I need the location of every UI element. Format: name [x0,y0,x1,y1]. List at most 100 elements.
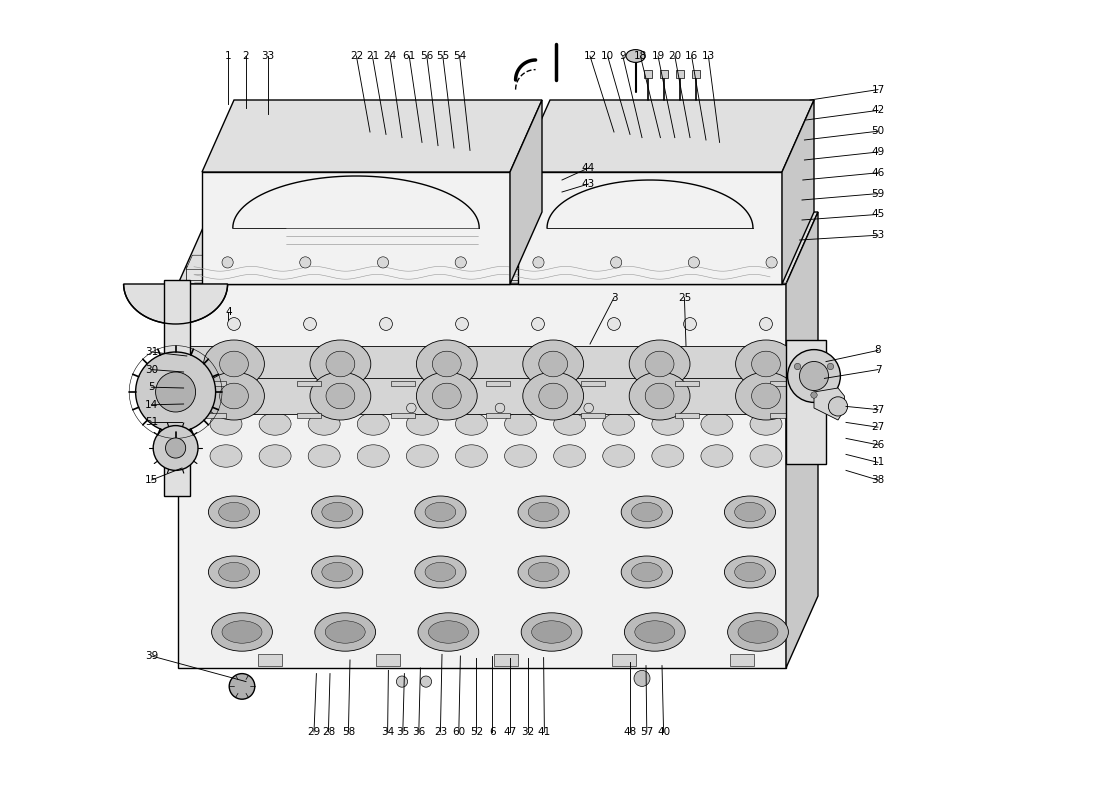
Circle shape [455,257,466,268]
Circle shape [407,403,416,413]
Text: 46: 46 [871,168,884,178]
Text: 7: 7 [874,365,881,374]
Polygon shape [186,255,784,270]
Circle shape [377,257,388,268]
Text: 23: 23 [433,727,447,737]
Ellipse shape [432,351,461,377]
Circle shape [229,674,255,699]
Text: 8: 8 [874,346,881,355]
Polygon shape [178,212,818,284]
Ellipse shape [635,621,674,643]
Circle shape [760,318,772,330]
Ellipse shape [315,613,375,651]
Text: 4: 4 [226,307,232,317]
Ellipse shape [310,340,371,388]
Ellipse shape [750,413,782,435]
Ellipse shape [625,613,685,651]
Ellipse shape [518,556,569,588]
Text: 33: 33 [261,51,274,61]
Text: 53: 53 [871,230,884,240]
Bar [660,70,668,78]
Text: 51: 51 [145,418,158,427]
Ellipse shape [455,413,487,435]
Bar [770,413,794,418]
Ellipse shape [322,562,353,582]
Ellipse shape [528,502,559,522]
Ellipse shape [738,621,778,643]
Text: 45: 45 [871,210,884,219]
Text: 25: 25 [678,293,691,302]
Text: 36: 36 [412,727,426,737]
Polygon shape [186,378,789,414]
Ellipse shape [751,383,780,409]
Bar [770,381,794,386]
Text: 42: 42 [871,106,884,115]
Text: 31: 31 [145,347,158,357]
Text: 49: 49 [871,147,884,157]
Ellipse shape [311,556,363,588]
Ellipse shape [603,413,635,435]
Text: 56: 56 [420,51,433,61]
Ellipse shape [646,383,674,409]
Text: 32: 32 [521,727,535,737]
Circle shape [828,397,848,416]
Ellipse shape [260,413,292,435]
Text: 57: 57 [640,727,653,737]
Text: 13: 13 [702,51,715,61]
Ellipse shape [406,445,439,467]
Bar [392,413,416,418]
Polygon shape [178,284,786,668]
Circle shape [689,257,700,268]
Circle shape [683,318,696,330]
Circle shape [304,318,317,330]
Text: eurospares: eurospares [558,290,734,318]
Bar [258,654,282,666]
Ellipse shape [736,372,796,420]
Text: 3: 3 [610,293,617,302]
Ellipse shape [204,372,264,420]
Bar [486,381,510,386]
Text: 22: 22 [350,51,363,61]
Ellipse shape [358,413,389,435]
Polygon shape [123,284,228,324]
Circle shape [794,363,801,370]
Bar [376,654,400,666]
Text: 10: 10 [601,51,614,61]
Polygon shape [202,172,510,284]
Text: 40: 40 [657,727,670,737]
Text: 12: 12 [583,51,596,61]
Ellipse shape [553,413,585,435]
Bar [675,381,700,386]
Circle shape [135,352,216,432]
Bar [202,413,226,418]
Ellipse shape [505,445,537,467]
Polygon shape [202,100,542,172]
Circle shape [607,318,620,330]
Ellipse shape [326,351,355,377]
Circle shape [531,318,544,330]
Circle shape [229,403,239,413]
Ellipse shape [406,413,439,435]
Polygon shape [518,172,782,284]
Ellipse shape [432,383,461,409]
Bar [675,413,700,418]
Circle shape [610,257,621,268]
Circle shape [420,676,431,687]
Text: 28: 28 [322,727,335,737]
Ellipse shape [326,621,365,643]
Circle shape [222,257,233,268]
Circle shape [455,318,469,330]
Ellipse shape [626,50,646,62]
Ellipse shape [629,340,690,388]
Ellipse shape [220,383,249,409]
Polygon shape [814,388,845,420]
Text: 14: 14 [145,400,158,410]
Bar [297,381,321,386]
Text: 54: 54 [453,51,466,61]
Bar [581,413,605,418]
Bar [392,381,416,386]
Polygon shape [164,280,190,496]
Bar [202,381,226,386]
Text: 29: 29 [307,727,320,737]
Ellipse shape [417,372,477,420]
